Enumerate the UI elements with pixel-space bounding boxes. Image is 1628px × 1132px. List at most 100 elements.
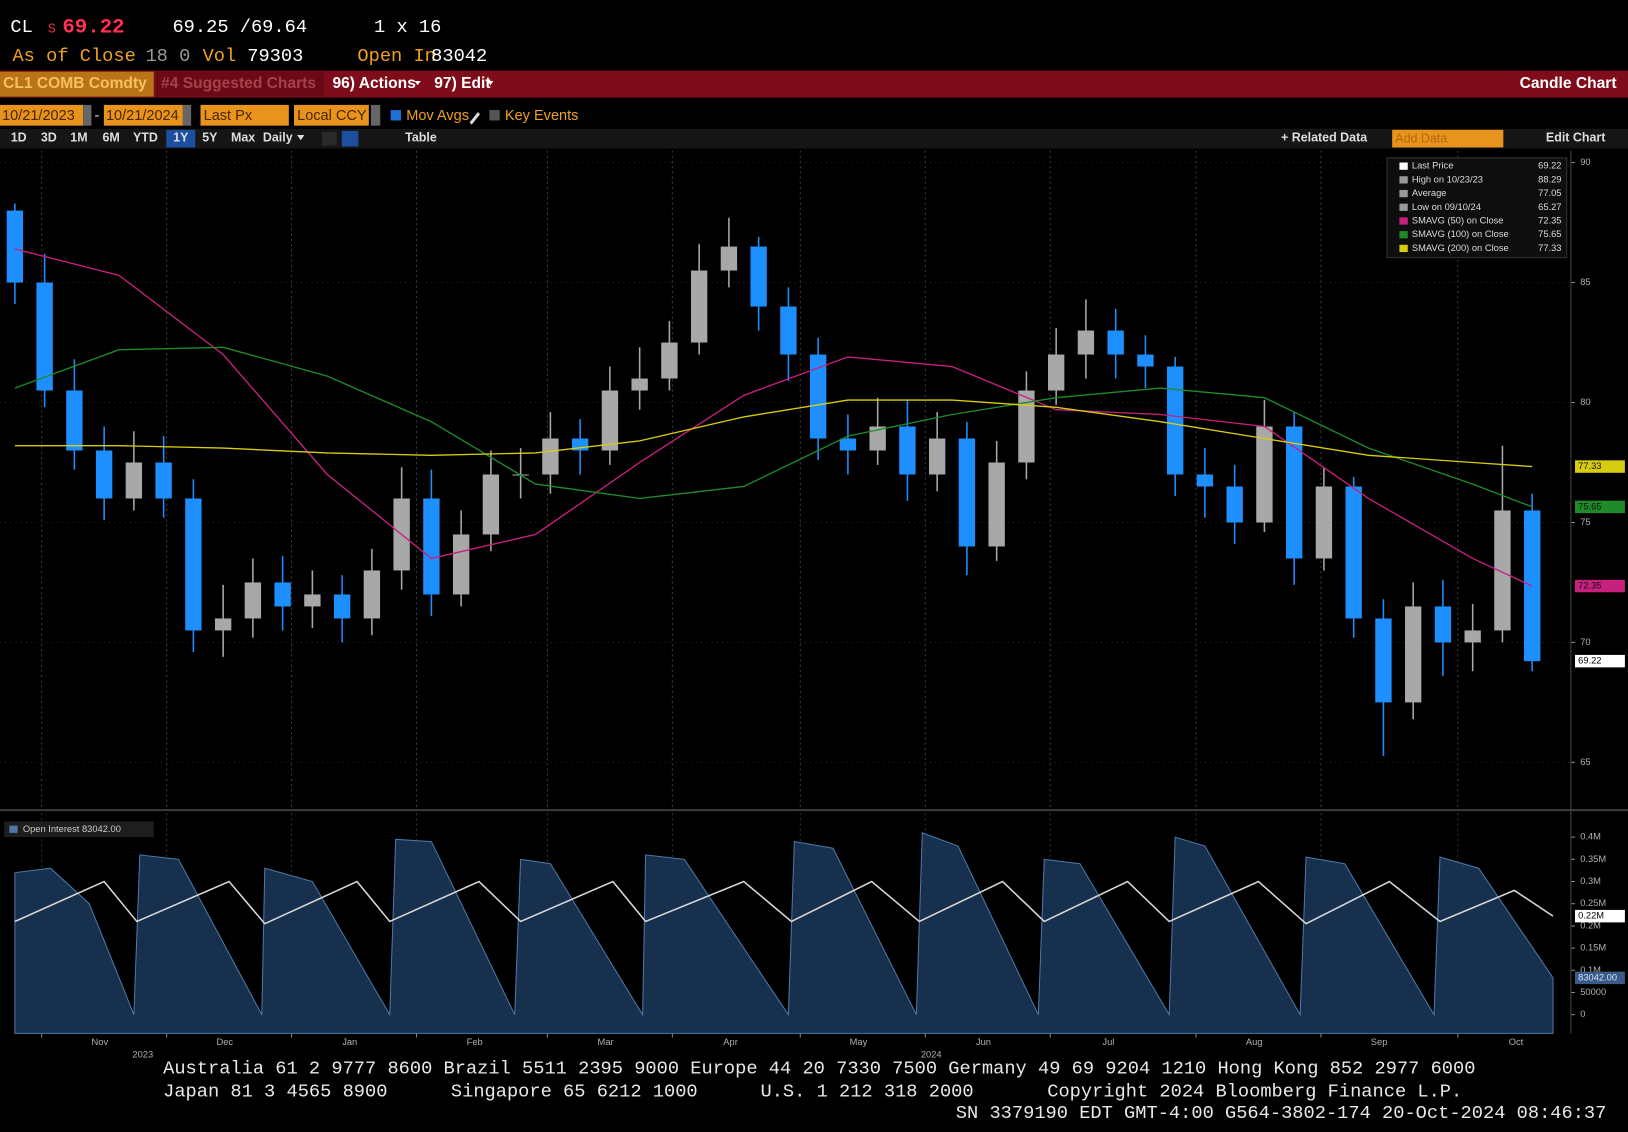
period-button[interactable]: YTD (133, 130, 158, 144)
security[interactable]: CL1 COMB Comdty (3, 75, 147, 92)
start-date-input[interactable] (0, 104, 84, 126)
oi-tag-box (1575, 971, 1625, 985)
end-date-input[interactable] (103, 104, 183, 126)
candle-body (214, 618, 232, 631)
edit-menu[interactable]: 97) Edit (434, 75, 490, 92)
open-interest-panel: Nov Dec Jan Feb Mar Apr May Jun Jul Aug Sep Oct 2023… (0, 813, 1625, 1060)
candle-body (1047, 354, 1065, 391)
line (14, 880, 1554, 925)
candle-body (6, 210, 24, 283)
period-button[interactable]: 6M (103, 130, 120, 144)
candle-body (482, 474, 500, 535)
legend-value: 65.27 (1538, 202, 1561, 212)
x-tick-label: May (850, 1037, 868, 1047)
related-data[interactable]: + Related Data (1281, 130, 1367, 144)
x-tick-label: Nov (92, 1037, 109, 1047)
legend-label: SMAVG (50) on Close (1412, 215, 1504, 225)
legend-label: Low on 09/10/24 (1412, 202, 1481, 212)
candle-body (1018, 390, 1035, 463)
candle-body (1226, 486, 1243, 523)
currency[interactable]: Local CCY (297, 108, 367, 124)
footer-phone: Japan 81 3 4565 8900 (163, 1080, 387, 1102)
period-button[interactable]: Max (231, 130, 255, 144)
x-tick-label: Jul (1102, 1037, 1114, 1047)
oi-tag: 0.22M (1578, 911, 1604, 921)
legend-swatch (1399, 203, 1408, 211)
x-tick-label: Sep (1371, 1037, 1388, 1047)
edit-chart[interactable]: Edit Chart (1546, 130, 1606, 144)
candle-body (690, 270, 708, 343)
candle-body (1434, 606, 1452, 643)
y-tick-label: 65 (1580, 757, 1590, 767)
time: 18 0 (145, 45, 190, 67)
spinner[interactable] (182, 104, 192, 126)
suggested[interactable]: #4 Suggested Charts (161, 75, 316, 92)
candle-type-icon[interactable] (341, 130, 359, 147)
frequency[interactable]: Daily (263, 130, 293, 144)
active-period (166, 129, 196, 148)
period-button[interactable]: 1Y (173, 130, 189, 144)
mov-avgs[interactable]: Mov Avgs (406, 108, 469, 124)
mov-avgs-checkbox[interactable] (390, 110, 402, 121)
pencil-icon[interactable] (469, 112, 480, 125)
year-label: 2023 (132, 1050, 153, 1060)
candle-body (1404, 606, 1422, 703)
start-date[interactable]: 10/21/2023 (2, 108, 75, 124)
spinner[interactable] (83, 104, 92, 126)
candle-body (1375, 618, 1392, 703)
candle-body (1494, 510, 1511, 631)
y-tick-label: 75 (1580, 517, 1590, 527)
candle-body (661, 342, 678, 379)
candle-body (1256, 426, 1273, 523)
candle-body (1464, 630, 1481, 643)
y-tick-label: 0 (1580, 1009, 1585, 1019)
quote-header: CL S 69.22 69.25 /69.64 1 x 16 As of Clo… (10, 16, 487, 67)
security-box[interactable] (0, 71, 154, 97)
suggested-box[interactable] (155, 71, 325, 97)
period-button[interactable]: 5Y (202, 130, 218, 144)
candle-body (304, 594, 321, 607)
y-tick-label: 0.3M (1580, 876, 1601, 886)
legend-swatch (1399, 189, 1408, 198)
last-price-tag: 69.22 (1578, 656, 1601, 666)
end-date[interactable]: 10/21/2024 (106, 108, 179, 124)
key-events-checkbox[interactable] (489, 110, 500, 121)
candle-body (750, 246, 767, 307)
oi-label: Open In (357, 45, 436, 67)
legend-label: Open Interest 83042.00 (23, 824, 121, 834)
dropdown-button[interactable] (370, 104, 381, 126)
actions-menu[interactable]: 96) Actions (332, 75, 416, 92)
vol: 79303 (247, 45, 303, 67)
price-flag: S (48, 23, 56, 38)
candle-body (1196, 474, 1214, 487)
legend-label: Average (1412, 188, 1447, 198)
table-button[interactable]: Table (405, 130, 437, 144)
x-tick-label: Apr (723, 1037, 738, 1047)
dropdown-arrow (487, 81, 494, 86)
add-data-input[interactable] (1392, 129, 1504, 148)
legend-value: 88.29 (1538, 174, 1561, 184)
legend-swatch (1399, 176, 1408, 184)
candle-body (869, 426, 886, 451)
legend-label: Last Price (1412, 161, 1453, 171)
candle-body (95, 450, 113, 499)
period-bar (0, 128, 1628, 149)
y-tick-label: 0.35M (1580, 854, 1606, 864)
candle-body (423, 498, 440, 595)
period-button[interactable]: 1D (11, 130, 27, 144)
legend-box (1386, 157, 1568, 259)
field-input[interactable] (200, 104, 289, 126)
period-button[interactable]: 3D (41, 130, 57, 144)
chart-type-icon[interactable] (322, 131, 337, 146)
period-button[interactable]: 1M (70, 130, 87, 144)
currency-input[interactable] (294, 104, 369, 126)
candle-body (244, 582, 262, 619)
key-events[interactable]: Key Events (505, 108, 579, 124)
footer-phone: U.S. 1 212 318 2000 (760, 1080, 973, 1102)
ma-tag-box (1575, 579, 1625, 593)
field[interactable]: Last Px (204, 108, 253, 124)
y-tick-label: 0.25M (1580, 898, 1606, 908)
add-data[interactable]: Add Data (1395, 131, 1447, 145)
candle-body (839, 438, 857, 451)
